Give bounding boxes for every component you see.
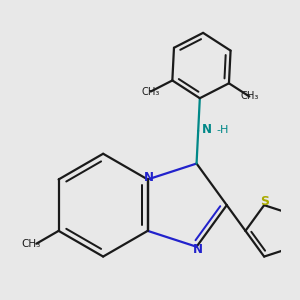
Text: CH₃: CH₃ bbox=[21, 239, 40, 249]
Text: -H: -H bbox=[216, 125, 229, 135]
Text: N: N bbox=[144, 171, 154, 184]
Text: CH₃: CH₃ bbox=[240, 92, 259, 101]
Text: CH₃: CH₃ bbox=[142, 86, 160, 97]
Text: N: N bbox=[202, 123, 212, 136]
Text: N: N bbox=[193, 243, 202, 256]
Text: S: S bbox=[260, 195, 268, 208]
